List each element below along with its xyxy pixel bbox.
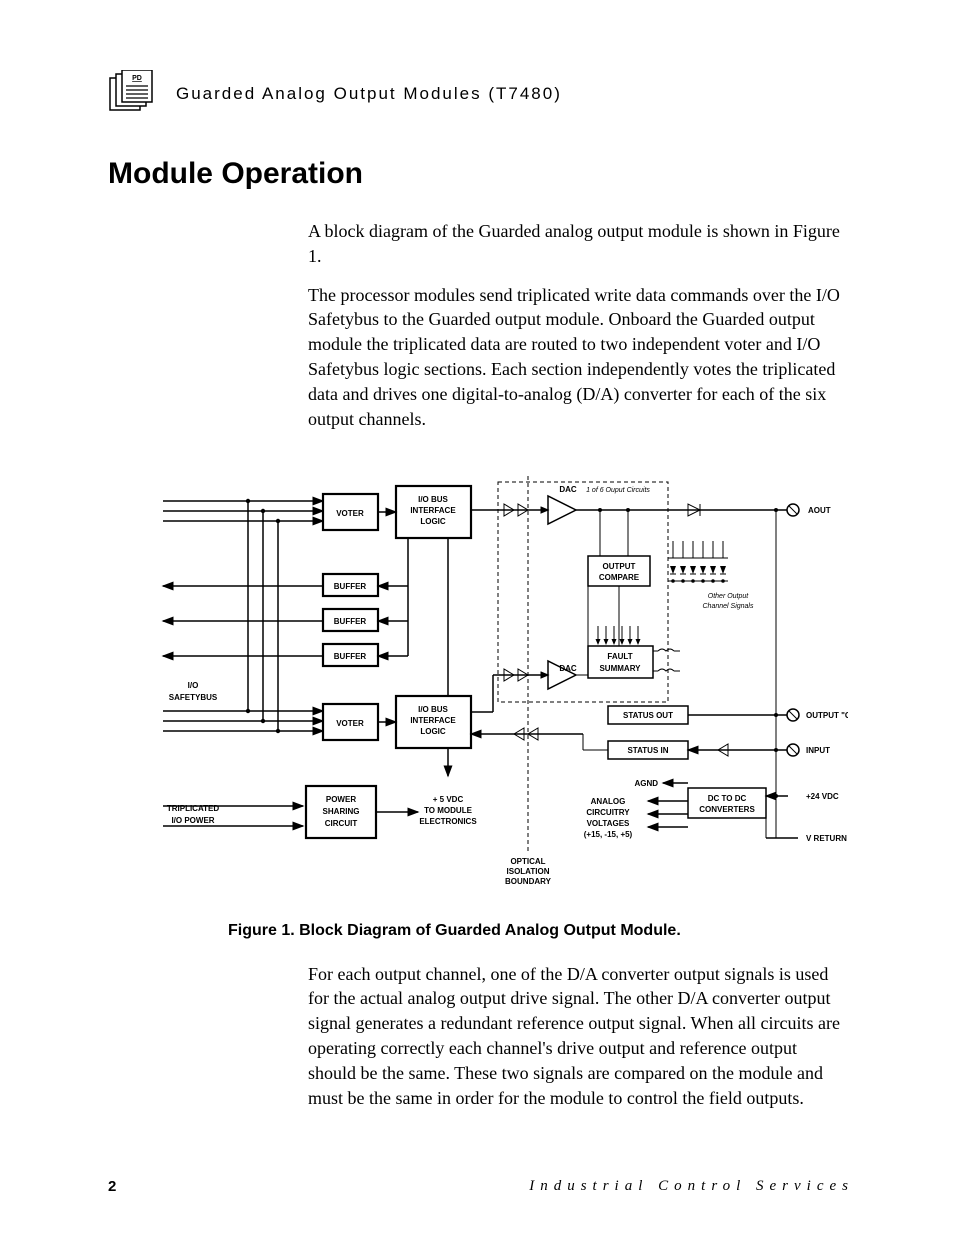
svg-text:LOGIC: LOGIC <box>420 727 446 736</box>
svg-text:1 of 6 Ouput Circuits: 1 of 6 Ouput Circuits <box>586 487 650 494</box>
svg-text:V RETURN: V RETURN <box>806 834 847 843</box>
svg-text:LOGIC: LOGIC <box>420 517 446 526</box>
svg-text:BUFFER: BUFFER <box>334 652 367 661</box>
svg-text:SUMMARY: SUMMARY <box>599 664 641 673</box>
svg-text:DAC: DAC <box>559 485 577 494</box>
svg-text:ANALOG: ANALOG <box>591 797 626 806</box>
svg-text:DC TO DC: DC TO DC <box>708 794 747 803</box>
pd-document-icon: PD <box>108 70 158 117</box>
svg-text:OPTICAL: OPTICAL <box>510 857 545 866</box>
svg-text:SAFETYBUS: SAFETYBUS <box>169 693 218 702</box>
svg-text:CIRCUITRY: CIRCUITRY <box>586 808 630 817</box>
svg-text:BUFFER: BUFFER <box>334 617 367 626</box>
paragraph-3: For each output channel, one of the D/A … <box>308 962 844 1111</box>
svg-text:I/O POWER: I/O POWER <box>171 816 214 825</box>
header-title: Guarded Analog Output Modules (T7480) <box>176 84 562 104</box>
svg-text:I/O BUS: I/O BUS <box>418 705 448 714</box>
svg-text:AGND: AGND <box>634 779 658 788</box>
svg-text:BUFFER: BUFFER <box>334 582 367 591</box>
svg-text:BOUNDARY: BOUNDARY <box>505 877 552 886</box>
svg-text:SHARING: SHARING <box>323 807 360 816</box>
svg-text:Other Output: Other Output <box>708 593 750 600</box>
svg-text:I/O: I/O <box>188 681 199 690</box>
svg-text:AOUT: AOUT <box>808 506 831 515</box>
svg-text:OUTPUT: OUTPUT <box>603 562 636 571</box>
svg-text:Channel Signals: Channel Signals <box>703 603 754 610</box>
svg-text:+ 5 VDC: + 5 VDC <box>433 795 464 804</box>
svg-text:INTERFACE: INTERFACE <box>410 716 456 725</box>
svg-text:+24 VDC: +24 VDC <box>806 792 839 801</box>
svg-text:VOTER: VOTER <box>336 509 364 518</box>
svg-text:ELECTRONICS: ELECTRONICS <box>419 817 477 826</box>
svg-text:CIRCUIT: CIRCUIT <box>325 819 358 828</box>
svg-text:VOLTAGES: VOLTAGES <box>587 819 630 828</box>
svg-text:VOTER: VOTER <box>336 719 364 728</box>
figure-caption: Figure 1. Block Diagram of Guarded Analo… <box>228 922 854 940</box>
page-footer: 2 Industrial Control Services <box>108 1178 854 1195</box>
svg-text:OUTPUT "ON": OUTPUT "ON" <box>806 711 848 720</box>
svg-text:(+15, -15, +5): (+15, -15, +5) <box>584 830 633 839</box>
svg-text:COMPARE: COMPARE <box>599 573 640 582</box>
svg-text:CONVERTERS: CONVERTERS <box>699 805 755 814</box>
block-diagram: I/O SAFETYBUS TRIPLICATED I/O POWER <box>128 466 854 896</box>
paragraph-1: A block diagram of the Guarded analog ou… <box>308 219 844 269</box>
page-number: 2 <box>108 1178 116 1195</box>
svg-text:PD: PD <box>132 75 142 82</box>
svg-text:INTERFACE: INTERFACE <box>410 506 456 515</box>
svg-text:STATUS IN: STATUS IN <box>627 746 668 755</box>
section-title: Module Operation <box>108 157 854 191</box>
svg-text:TO MODULE: TO MODULE <box>424 806 473 815</box>
svg-text:STATUS OUT: STATUS OUT <box>623 711 673 720</box>
paragraph-2: The processor modules send triplicated w… <box>308 283 844 432</box>
svg-text:FAULT: FAULT <box>607 652 632 661</box>
page-header: PD Guarded Analog Output Modules (T7480) <box>108 70 854 117</box>
svg-text:POWER: POWER <box>326 795 356 804</box>
svg-text:ISOLATION: ISOLATION <box>507 867 550 876</box>
svg-text:INPUT: INPUT <box>806 746 830 755</box>
publication-name: Industrial Control Services <box>529 1178 854 1195</box>
svg-text:I/O BUS: I/O BUS <box>418 495 448 504</box>
